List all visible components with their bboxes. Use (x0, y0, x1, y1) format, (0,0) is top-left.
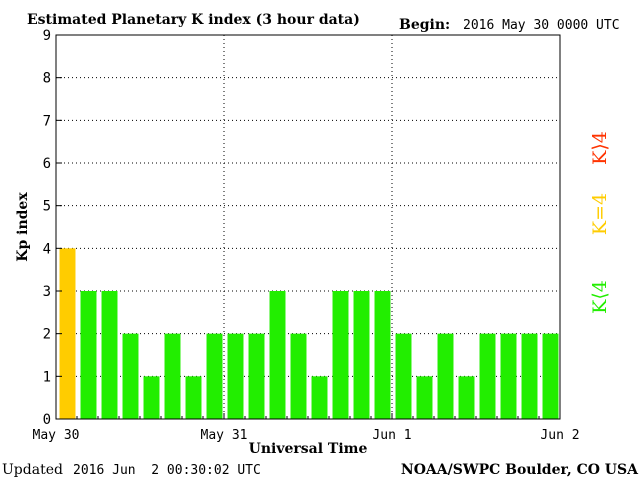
x-axis-ticks: May 30 May 31 Jun 1 Jun 2 (33, 413, 580, 443)
kp-bar (143, 376, 160, 419)
legend-k-equal-4: K=4 (589, 193, 611, 235)
begin-value: 2016 May 30 0000 UTC (463, 18, 620, 33)
begin-label: Begin: (399, 17, 450, 33)
x-tick-label: May 31 (201, 428, 248, 443)
y-axis-label: Kp index (15, 192, 31, 262)
y-tick-label: 7 (43, 113, 51, 129)
y-tick-label: 4 (43, 241, 51, 257)
kp-bar (311, 376, 328, 419)
kp-bar (290, 333, 307, 419)
y-tick-label: 0 (43, 412, 51, 428)
y-tick-label: 9 (43, 28, 51, 44)
kp-bar (59, 248, 76, 419)
x-tick-label: Jun 2 (540, 428, 579, 443)
kp-bar (185, 376, 202, 419)
kp-bar (248, 333, 265, 419)
kp-bar (206, 333, 223, 419)
y-axis-ticks: 0 1 2 3 4 5 6 7 8 9 (43, 28, 62, 428)
updated-label: Updated (2, 462, 63, 478)
kp-bar (542, 333, 559, 419)
kp-bar (416, 376, 433, 419)
y-tick-label: 6 (43, 156, 51, 172)
kp-bar (332, 291, 349, 419)
y-tick-label: 1 (43, 369, 51, 385)
y-tick-label: 2 (43, 327, 51, 343)
y-tick-label: 5 (43, 199, 51, 215)
kp-bar (374, 291, 391, 419)
kp-bar (395, 333, 412, 419)
legend-k-greater-4: K⟩4 (589, 131, 611, 165)
x-tick-label: Jun 1 (372, 428, 411, 443)
kp-bar (479, 333, 496, 419)
kp-bar (80, 291, 97, 419)
kp-bar (164, 333, 181, 419)
x-axis-label: Universal Time (249, 441, 368, 457)
kp-bar (122, 333, 139, 419)
kp-bar (227, 333, 244, 419)
y-tick-label: 8 (43, 71, 51, 87)
y-tick-label: 3 (43, 284, 51, 300)
kp-bar (458, 376, 475, 419)
updated-value: 2016 Jun 2 00:30:02 UTC (73, 463, 261, 478)
kp-bar (101, 291, 118, 419)
kp-bar (521, 333, 538, 419)
kp-bar (500, 333, 517, 419)
bars-group (59, 248, 559, 419)
chart-title: Estimated Planetary K index (3 hour data… (27, 12, 360, 28)
grid-lines (56, 35, 560, 419)
legend-k-less-4: K⟨4 (589, 280, 611, 314)
kp-bar (353, 291, 370, 419)
kp-bar (437, 333, 454, 419)
x-tick-label: May 30 (33, 428, 80, 443)
source-credit: NOAA/SWPC Boulder, CO USA (401, 462, 639, 478)
kp-bar (269, 291, 286, 419)
